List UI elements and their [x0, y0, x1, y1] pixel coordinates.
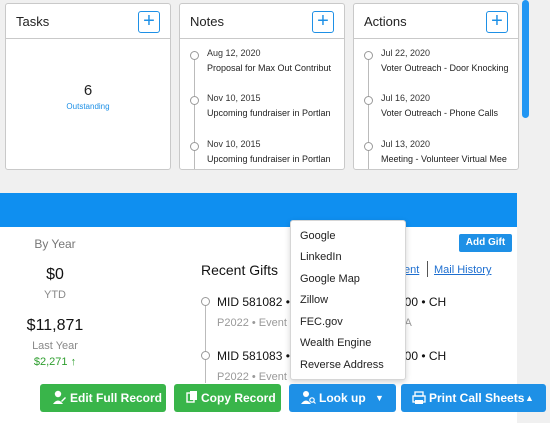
timeline-dot [190, 96, 199, 105]
notes-title: Notes [190, 14, 224, 29]
gift-detail: P2022 • Event [217, 371, 287, 383]
actions-timeline: Jul 22, 2020 Voter Outreach - Door Knock… [354, 40, 518, 169]
tasks-card: Tasks + 6 Outstanding [5, 3, 171, 170]
actions-card: Actions + Jul 22, 2020 Voter Outreach - … [353, 3, 519, 170]
gifts-timeline-line [205, 299, 206, 383]
add-task-button[interactable]: + [138, 11, 160, 33]
note-text: Upcoming fundraiser in Portlan [207, 108, 331, 118]
menu-item-reverse-address[interactable]: Reverse Address [300, 359, 384, 371]
timeline-dot [190, 142, 199, 151]
note-item[interactable]: Aug 12, 2020 Proposal for Max Out Contri… [180, 40, 344, 80]
gift-id[interactable]: MID 581082 • [217, 295, 290, 309]
edit-full-record-label: Edit Full Record [70, 391, 163, 405]
last-year-label: Last Year [32, 340, 78, 352]
action-item[interactable]: Jul 13, 2020 Meeting - Volunteer Virtual… [354, 131, 518, 169]
add-note-button[interactable]: + [312, 11, 334, 33]
action-date: Jul 13, 2020 [381, 139, 431, 149]
gift-history-link[interactable]: ent [404, 264, 420, 276]
action-item[interactable]: Jul 22, 2020 Voter Outreach - Door Knock… [354, 40, 518, 80]
gift-detail: P2022 • Event [217, 317, 287, 329]
by-year-label: By Year [34, 237, 76, 251]
look-up-label: Look up [319, 391, 366, 405]
caret-down-icon: ▼ [375, 393, 384, 403]
timeline-dot [190, 51, 199, 60]
ytd-value: $0 [46, 266, 64, 283]
last-year-value: $11,871 [26, 317, 84, 334]
print-icon [412, 384, 426, 422]
action-text: Meeting - Volunteer Virtual Mee [381, 154, 507, 164]
actions-card-header: Actions + [354, 4, 518, 39]
gift-id[interactable]: MID 581083 • [217, 349, 290, 363]
caret-up-icon: ▲ [525, 393, 534, 403]
action-text: Voter Outreach - Phone Calls [381, 108, 499, 118]
menu-item-wealth-engine[interactable]: Wealth Engine [300, 337, 372, 349]
print-call-sheets-button[interactable]: Print Call Sheets ▲ [401, 384, 546, 412]
user-search-icon [300, 384, 316, 422]
panel-header-bar [0, 193, 517, 227]
timeline-line [368, 54, 369, 169]
recent-gifts-title: Recent Gifts [201, 262, 279, 278]
timeline-dot [364, 96, 373, 105]
user-edit-icon [52, 384, 66, 422]
mail-history-link[interactable]: Mail History [434, 264, 492, 276]
timeline-dot [201, 351, 210, 360]
note-date: Nov 10, 2015 [207, 139, 261, 149]
tasks-title: Tasks [16, 14, 50, 29]
scrollbar-track[interactable] [521, 0, 530, 423]
actions-title: Actions [364, 14, 407, 29]
print-call-sheets-label: Print Call Sheets [429, 391, 525, 405]
note-text: Upcoming fundraiser in Portlan [207, 154, 331, 164]
notes-timeline: Aug 12, 2020 Proposal for Max Out Contri… [180, 40, 344, 169]
note-text: Proposal for Max Out Contribut [207, 63, 332, 73]
action-item[interactable]: Jul 16, 2020 Voter Outreach - Phone Call… [354, 85, 518, 125]
change-value: $2,271 ↑ [33, 356, 77, 368]
copy-record-button[interactable]: Copy Record [174, 384, 281, 412]
action-date: Jul 22, 2020 [381, 48, 431, 58]
edit-full-record-button[interactable]: Edit Full Record [40, 384, 166, 412]
copy-icon [186, 384, 198, 422]
gift-amount: 100 • CH [398, 295, 447, 309]
notes-card-header: Notes + [180, 4, 344, 39]
menu-item-zillow[interactable]: Zillow [300, 294, 329, 306]
note-date: Nov 10, 2015 [207, 93, 261, 103]
look-up-button[interactable]: Look up ▼ [289, 384, 396, 412]
notes-card: Notes + Aug 12, 2020 Proposal for Max Ou… [179, 3, 345, 170]
note-item[interactable]: Nov 10, 2015 Upcoming fundraiser in Port… [180, 85, 344, 125]
timeline-dot [364, 51, 373, 60]
note-date: Aug 12, 2020 [207, 48, 261, 58]
tasks-count[interactable]: 6 [83, 82, 93, 99]
menu-item-google-map[interactable]: Google Map [300, 273, 360, 285]
menu-item-fec[interactable]: FEC.gov [300, 316, 343, 328]
add-action-button[interactable]: + [486, 11, 508, 33]
menu-item-linkedin[interactable]: LinkedIn [300, 251, 342, 263]
tasks-card-header: Tasks + [6, 4, 170, 39]
copy-record-label: Copy Record [201, 391, 276, 405]
action-text: Voter Outreach - Door Knocking [381, 63, 509, 73]
timeline-dot [201, 297, 210, 306]
gift-amount: 100 • CH [398, 349, 447, 363]
add-gift-button[interactable]: Add Gift [459, 234, 512, 252]
link-separator [427, 261, 428, 277]
tasks-outstanding-label[interactable]: Outstanding [66, 102, 110, 111]
timeline-line [194, 54, 195, 169]
ytd-label: YTD [44, 289, 66, 301]
scrollbar-thumb[interactable] [522, 0, 529, 118]
note-item[interactable]: Nov 10, 2015 Upcoming fundraiser in Port… [180, 131, 344, 169]
action-date: Jul 16, 2020 [381, 93, 431, 103]
timeline-dot [364, 142, 373, 151]
menu-item-google[interactable]: Google [300, 230, 336, 242]
lookup-menu: Google LinkedIn Google Map Zillow FEC.go… [290, 220, 406, 380]
